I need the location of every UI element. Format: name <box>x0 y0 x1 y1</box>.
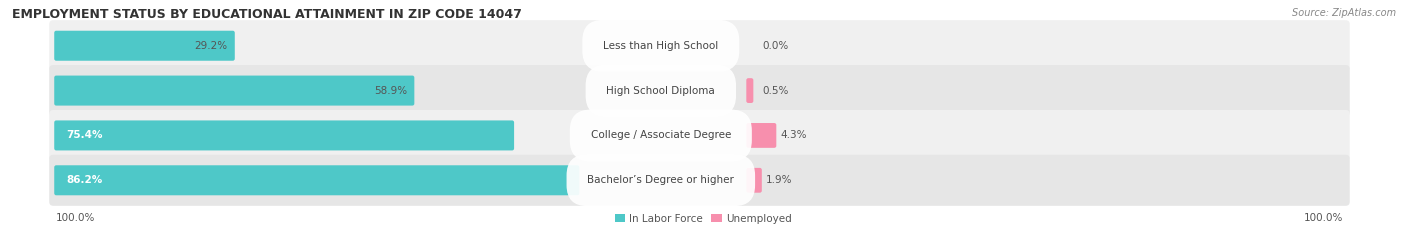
Text: 0.5%: 0.5% <box>762 86 789 96</box>
Text: College / Associate Degree: College / Associate Degree <box>591 130 731 140</box>
FancyBboxPatch shape <box>747 123 776 148</box>
Text: 1.9%: 1.9% <box>766 175 793 185</box>
FancyBboxPatch shape <box>49 65 1350 116</box>
Text: Source: ZipAtlas.com: Source: ZipAtlas.com <box>1292 8 1396 18</box>
FancyBboxPatch shape <box>747 168 762 193</box>
FancyBboxPatch shape <box>747 78 754 103</box>
FancyBboxPatch shape <box>55 120 515 151</box>
Text: 100.0%: 100.0% <box>1303 213 1343 223</box>
Text: EMPLOYMENT STATUS BY EDUCATIONAL ATTAINMENT IN ZIP CODE 14047: EMPLOYMENT STATUS BY EDUCATIONAL ATTAINM… <box>13 8 522 21</box>
FancyBboxPatch shape <box>49 20 1350 71</box>
Text: 29.2%: 29.2% <box>194 41 228 51</box>
Text: 58.9%: 58.9% <box>374 86 408 96</box>
FancyBboxPatch shape <box>55 31 235 61</box>
FancyBboxPatch shape <box>49 110 1350 161</box>
Legend: In Labor Force, Unemployed: In Labor Force, Unemployed <box>610 209 796 228</box>
Text: Bachelor’s Degree or higher: Bachelor’s Degree or higher <box>588 175 734 185</box>
Text: High School Diploma: High School Diploma <box>606 86 716 96</box>
Text: Less than High School: Less than High School <box>603 41 718 51</box>
Text: 4.3%: 4.3% <box>780 130 807 140</box>
Text: 75.4%: 75.4% <box>66 130 103 140</box>
FancyBboxPatch shape <box>49 155 1350 206</box>
Text: 86.2%: 86.2% <box>66 175 103 185</box>
Text: 100.0%: 100.0% <box>56 213 96 223</box>
Text: 0.0%: 0.0% <box>762 41 789 51</box>
FancyBboxPatch shape <box>55 165 579 195</box>
FancyBboxPatch shape <box>55 75 415 106</box>
